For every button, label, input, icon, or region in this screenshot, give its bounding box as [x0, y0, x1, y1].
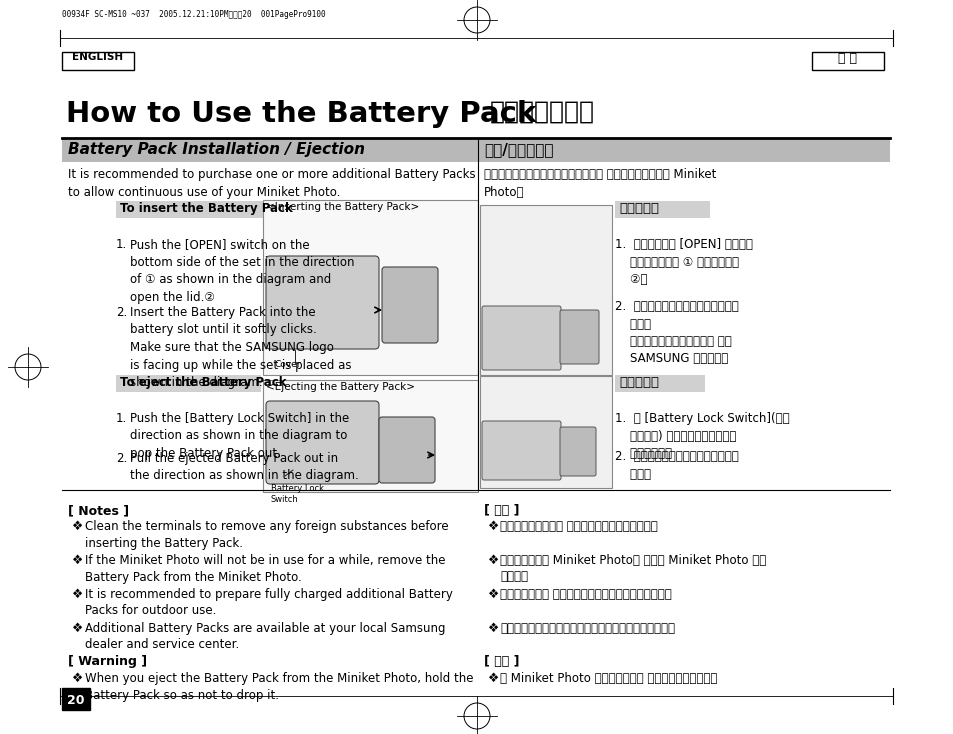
Text: 若長時間不使用 Miniket Photo， 請取出 Miniket Photo 中的
電池組。: 若長時間不使用 Miniket Photo， 請取出 Miniket Photo… — [499, 554, 765, 584]
FancyBboxPatch shape — [378, 417, 435, 483]
Text: ❖: ❖ — [488, 672, 498, 685]
Text: Push the [OPEN] switch on the
bottom side of the set in the direction
of ① as sh: Push the [OPEN] switch on the bottom sid… — [130, 238, 355, 303]
Bar — [479, 205, 612, 375]
Text: Battery Lock
Switch: Battery Lock Switch — [271, 484, 324, 504]
Text: Cover: Cover — [274, 360, 301, 369]
Text: How to Use the Battery Pack: How to Use the Battery Pack — [66, 100, 536, 128]
Text: 2.  將電池組插入電池槽直到輕輕卡入
    到位。
    當裝置如圖中所示放置時， 確定
    SAMSUNG 徽標朝上。: 2. 將電池組插入電池槽直到輕輕卡入 到位。 當裝置如圖中所示放置時， 確定 S… — [615, 300, 738, 366]
FancyBboxPatch shape — [266, 401, 378, 484]
FancyBboxPatch shape — [559, 310, 598, 364]
Text: 從 Miniket Photo 退出電池組時， 掏穩電池組以免揉落。: 從 Miniket Photo 退出電池組時， 掏穩電池組以免揉落。 — [499, 672, 717, 685]
Bar — [263, 200, 477, 375]
Text: It is recommended to prepare fully charged additional Battery
Packs for outdoor : It is recommended to prepare fully charg… — [85, 588, 453, 617]
Text: ❖: ❖ — [71, 588, 83, 601]
Text: Pull the ejected Battery Pack out in
the direction as shown in the diagram.: Pull the ejected Battery Pack out in the… — [130, 452, 358, 482]
Bar — [811, 52, 883, 70]
Text: 臺 灣: 臺 灣 — [838, 52, 857, 65]
Text: <Ejecting the Battery Pack>: <Ejecting the Battery Pack> — [266, 382, 415, 392]
Text: ❖: ❖ — [71, 520, 83, 533]
Bar — [477, 138, 889, 162]
Text: [ Warning ]: [ Warning ] — [68, 655, 147, 668]
Text: To eject the Battery Pack: To eject the Battery Pack — [120, 376, 286, 389]
FancyBboxPatch shape — [381, 267, 437, 343]
Text: Clean the terminals to remove any foreign substances before
inserting the Batter: Clean the terminals to remove any foreig… — [85, 520, 448, 550]
Text: 20: 20 — [67, 694, 85, 707]
Text: 1.: 1. — [116, 238, 127, 251]
Text: 2.: 2. — [116, 306, 127, 319]
Text: 1.: 1. — [116, 412, 127, 425]
Text: 2.  將彈出的電池組從圖中所示的方向
    拉出。: 2. 將彈出的電池組從圖中所示的方向 拉出。 — [615, 450, 738, 481]
Text: Battery Pack Installation / Ejection: Battery Pack Installation / Ejection — [68, 142, 365, 157]
Text: 1.  將裝置底部的 [OPEN] 開關推向
    圖中所示的方向 ① 然後打開蓋子
    ②。: 1. 將裝置底部的 [OPEN] 開關推向 圖中所示的方向 ① 然後打開蓋子 ②… — [615, 238, 752, 286]
Text: It is recommended to purchase one or more additional Battery Packs
to allow cont: It is recommended to purchase one or mor… — [68, 168, 476, 199]
Text: Additional Battery Packs are available at your local Samsung
dealer and service : Additional Battery Packs are available a… — [85, 622, 445, 652]
Bar — [263, 380, 477, 492]
Text: ❖: ❖ — [71, 672, 83, 685]
Bar — [62, 138, 477, 162]
FancyBboxPatch shape — [481, 421, 560, 480]
Text: 退出電池組: 退出電池組 — [618, 376, 659, 389]
Text: ❖: ❖ — [488, 554, 498, 567]
Text: Insert the Battery Pack into the
battery slot until it softly clicks.
Make sure : Insert the Battery Pack into the battery… — [130, 306, 351, 389]
FancyBboxPatch shape — [266, 256, 378, 349]
Text: ❖: ❖ — [488, 588, 498, 601]
Text: [ 附註 ]: [ 附註 ] — [483, 504, 519, 517]
Text: ❖: ❖ — [488, 622, 498, 635]
Bar — [615, 375, 704, 392]
Text: 在戸外使用時， 建議您準備好完全充電的額外電池組。: 在戸外使用時， 建議您準備好完全充電的額外電池組。 — [499, 588, 671, 601]
Text: ❖: ❖ — [488, 520, 498, 533]
FancyBboxPatch shape — [559, 427, 596, 476]
Text: 如何使用電池組: 如何使用電池組 — [490, 100, 595, 124]
Text: 1.  將 [Battery Lock Switch](電池
    鎖定開關) 推向圖中所示的方向以
    彈出電池組。: 1. 將 [Battery Lock Switch](電池 鎖定開關) 推向圖中… — [615, 412, 789, 460]
Bar — [62, 52, 133, 70]
Text: 00934F SC-MS10 ~037  2005.12.21:10PM페이지20  001PagePro9100: 00934F SC-MS10 ~037 2005.12.21:10PM페이지20… — [62, 10, 325, 19]
Text: 安裝/退出電池組: 安裝/退出電池組 — [483, 142, 553, 157]
Text: When you eject the Battery Pack from the Miniket Photo, hold the
Battery Pack so: When you eject the Battery Pack from the… — [85, 672, 473, 702]
Bar — [615, 201, 709, 218]
Text: [ 警告 ]: [ 警告 ] — [483, 655, 519, 668]
Text: ❖: ❖ — [71, 554, 83, 567]
FancyBboxPatch shape — [481, 306, 560, 370]
Polygon shape — [62, 688, 90, 710]
Text: 建議您購買一個或多個額外的電池組， 這樣可連續使用您的 Miniket
Photo。: 建議您購買一個或多個額外的電池組， 這樣可連續使用您的 Miniket Phot… — [483, 168, 716, 199]
Text: ENGLISH: ENGLISH — [72, 52, 124, 62]
Text: Push the [Battery Lock Switch] in the
direction as shown in the diagram to
pop t: Push the [Battery Lock Switch] in the di… — [130, 412, 349, 460]
Text: [ Notes ]: [ Notes ] — [68, 504, 129, 517]
Text: ❖: ❖ — [71, 622, 83, 635]
Text: 額外電池組可從您居當地的三星代理商和服務中心選購。: 額外電池組可從您居當地的三星代理商和服務中心選購。 — [499, 622, 675, 635]
Text: If the Miniket Photo will not be in use for a while, remove the
Battery Pack fro: If the Miniket Photo will not be in use … — [85, 554, 445, 584]
Text: 插入電池組: 插入電池組 — [618, 202, 659, 215]
Text: To insert the Battery Pack: To insert the Battery Pack — [120, 202, 293, 215]
Text: 在插入電池組之前， 請清潔終端以清除任何雜質。: 在插入電池組之前， 請清潔終端以清除任何雜質。 — [499, 520, 657, 533]
Text: <Inserting the Battery Pack>: <Inserting the Battery Pack> — [266, 202, 418, 212]
Bar — [116, 375, 261, 392]
Text: 2.: 2. — [116, 452, 127, 465]
Bar — [116, 201, 264, 218]
Bar — [479, 376, 612, 488]
